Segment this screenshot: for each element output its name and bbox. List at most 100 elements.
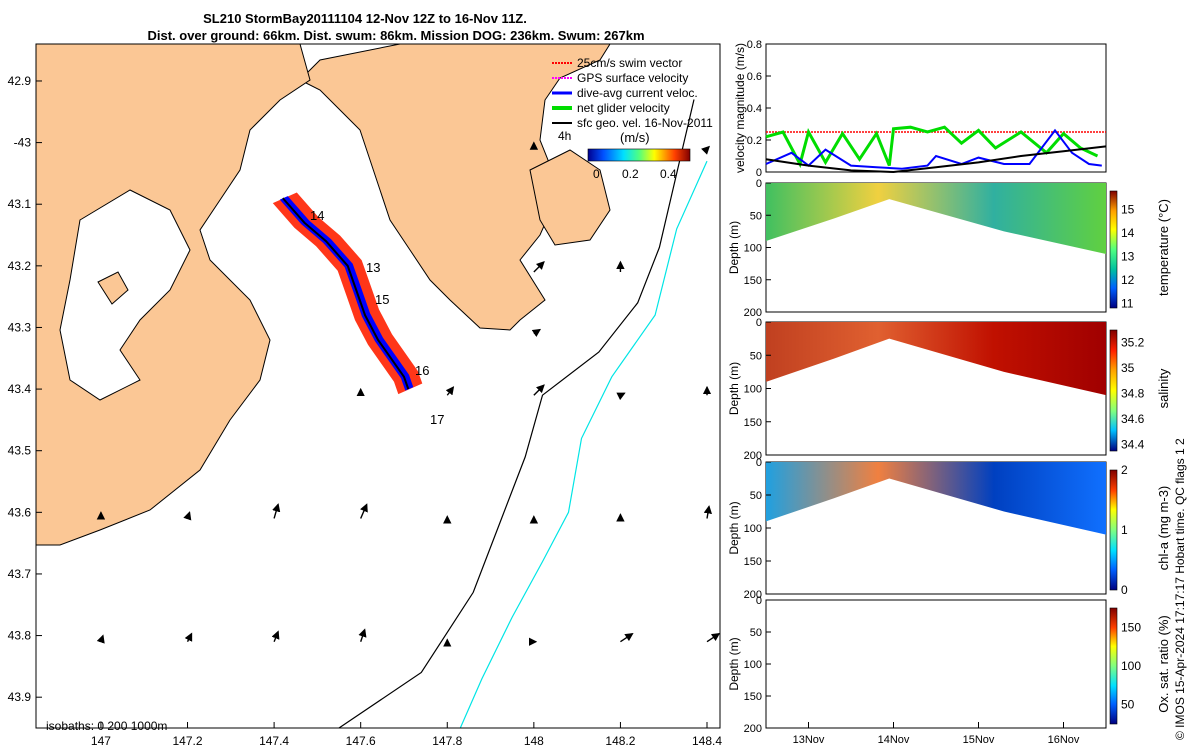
- map-ytick-label: -43: [14, 136, 32, 150]
- map-legend: 25cm/s swim vector GPS surface velocity …: [552, 56, 713, 143]
- depth-ylabel: Depth (m): [727, 637, 741, 690]
- colorbar-tick-0: 0: [593, 167, 600, 181]
- depth-ytick-label: 100: [744, 659, 762, 671]
- depth-ytick-label: 200: [744, 450, 762, 462]
- colorbar-tick-label: 50: [1121, 698, 1135, 712]
- colorbar-tick-label: 34.8: [1121, 387, 1145, 401]
- map-ytick-label: 43.4: [8, 382, 32, 396]
- depth-ytick-label: 0: [756, 457, 762, 469]
- depth-ytick-label: 150: [744, 275, 762, 287]
- legend-sfc-label: sfc geo. vel. 16-Nov-2011: [577, 116, 713, 130]
- glider-track: [282, 197, 410, 390]
- map-ytick-label: 43.2: [8, 259, 32, 273]
- time-xtick-label: 14Nov: [878, 734, 910, 746]
- depth-ytick-label: 100: [744, 523, 762, 535]
- depth-ytick-label: 150: [744, 417, 762, 429]
- panel-colorbar: [1109, 190, 1118, 309]
- bruny-island-land: [36, 44, 311, 546]
- surface-velocity-arrow: [533, 261, 545, 273]
- surface-velocity-arrow: [272, 503, 281, 519]
- depth-ylabel: Depth (m): [727, 221, 741, 274]
- surface-velocity-arrow: [616, 392, 626, 401]
- colorbar-tick-label: 34.6: [1121, 412, 1145, 426]
- colorbar-tick-label: 2: [1121, 463, 1128, 477]
- colorbar-tick-label: 100: [1121, 659, 1141, 673]
- colorbar-label: temperature (°C): [1156, 199, 1171, 296]
- surface-velocity-arrow: [620, 632, 634, 643]
- colorbar-tick-label: 12: [1121, 273, 1135, 287]
- colorbar-tick-label: 11: [1121, 296, 1134, 310]
- depth-ylabel: Depth (m): [727, 501, 741, 554]
- map-xtick-label: 148.2: [605, 734, 635, 748]
- legend-net-label: net glider velocity: [577, 101, 670, 115]
- panel-colorbar: [1109, 469, 1118, 591]
- velocity-ytick-label: 0.4: [747, 103, 762, 115]
- map-xtick-label: 148.4: [692, 734, 722, 748]
- map-xtick-label: 148: [524, 734, 544, 748]
- depth-ytick-label: 0: [756, 595, 762, 607]
- tasman-peninsula-land: [299, 44, 611, 331]
- speed-colorbar: (m/s) 0 0.2 0.4: [587, 130, 691, 181]
- map-xtick-label: 147.2: [173, 734, 203, 748]
- day-label-16: 16: [415, 363, 429, 378]
- depth-ytick-label: 50: [750, 350, 762, 362]
- time-xtick-label: 16Nov: [1048, 734, 1080, 746]
- velocity-ylabel: velocity magnitude (m/s): [733, 43, 747, 173]
- surface-velocity-arrow: [184, 632, 193, 643]
- day-label-13: 13: [366, 260, 380, 275]
- map-xtick-label: 147: [91, 734, 111, 748]
- depth-ytick-label: 0: [756, 178, 762, 190]
- panel-colorbar: [1109, 607, 1118, 725]
- credit-line: © IMOS 15-Apr-2024 17:17:17 Hobart time.…: [1173, 438, 1187, 740]
- colorbar-tick-label: 13: [1121, 250, 1135, 264]
- depth-data-field: [766, 183, 1106, 254]
- legend-gps-label: GPS surface velocity: [577, 71, 688, 85]
- depth-ytick-label: 200: [744, 307, 762, 319]
- colorbar-label: salinity: [1156, 368, 1171, 408]
- map-ytick-label: 43.9: [8, 690, 32, 704]
- depth-ytick-label: 0: [756, 317, 762, 329]
- map-axes: 147 147.2 147.4 147.6 147.8 148 148.2 148.4 42.9…: [8, 74, 723, 748]
- plot-title-line-2: Dist. over ground: 66km. Dist. swum: 86k…: [147, 28, 645, 43]
- map-ytick-label: 42.9: [8, 74, 32, 88]
- colorbar-tick-label: 0: [1121, 583, 1128, 597]
- depth-ytick-label: 50: [750, 627, 762, 639]
- surface-velocity-arrow: [701, 145, 711, 155]
- colorbar-tick-2: 0.4: [660, 167, 677, 181]
- velocity-ytick-label: 0.6: [747, 71, 762, 83]
- map-ytick-label: 43.6: [8, 505, 32, 519]
- map-ytick-label: 43.3: [8, 320, 32, 334]
- surface-velocity-arrow: [533, 384, 545, 396]
- map-ytick-label: 43.5: [8, 444, 32, 458]
- colorbar-tick-label: 35.2: [1121, 336, 1145, 350]
- day-label-15: 15: [375, 292, 389, 307]
- map-xtick-label: 147.4: [259, 734, 289, 748]
- map-ytick-label: 43.7: [8, 567, 32, 581]
- depth-ytick-label: 100: [744, 384, 762, 396]
- storm-bay-channel: [59, 189, 191, 401]
- colorbar-tick-label: 15: [1121, 203, 1135, 217]
- surface-velocity-arrow: [445, 386, 455, 396]
- velocity-ytick-label: 0.8: [747, 39, 762, 51]
- colorbar-tick-label: 14: [1121, 226, 1135, 240]
- surface-velocity-arrow: [703, 505, 713, 519]
- time-scale-label: 4h: [558, 129, 571, 143]
- colorbar-tick-label: 35: [1121, 361, 1135, 375]
- depth-ytick-label: 150: [744, 556, 762, 568]
- depth-ytick-label: 50: [750, 490, 762, 502]
- depth-ytick-label: 200: [744, 589, 762, 601]
- depth-panel-frame: [765, 599, 1107, 729]
- panel-colorbar: [1109, 329, 1118, 452]
- legend-dive-label: dive-avg current veloc.: [577, 86, 698, 100]
- surface-velocity-vectors: [96, 141, 720, 647]
- map-ytick-label: 43.8: [8, 629, 32, 643]
- day-label-17: 17: [430, 412, 444, 427]
- colorbar-tick-1: 0.2: [622, 167, 639, 181]
- colorbar-tick-label: 150: [1121, 620, 1141, 634]
- surface-velocity-arrow: [96, 634, 105, 644]
- isobaths-label: isobaths: 0 200 1000m: [46, 719, 168, 733]
- velocity-series-line: [765, 145, 1107, 174]
- depth-ytick-label: 150: [744, 691, 762, 703]
- forestier-land: [529, 149, 611, 246]
- isobath-1000m-line: [459, 160, 708, 728]
